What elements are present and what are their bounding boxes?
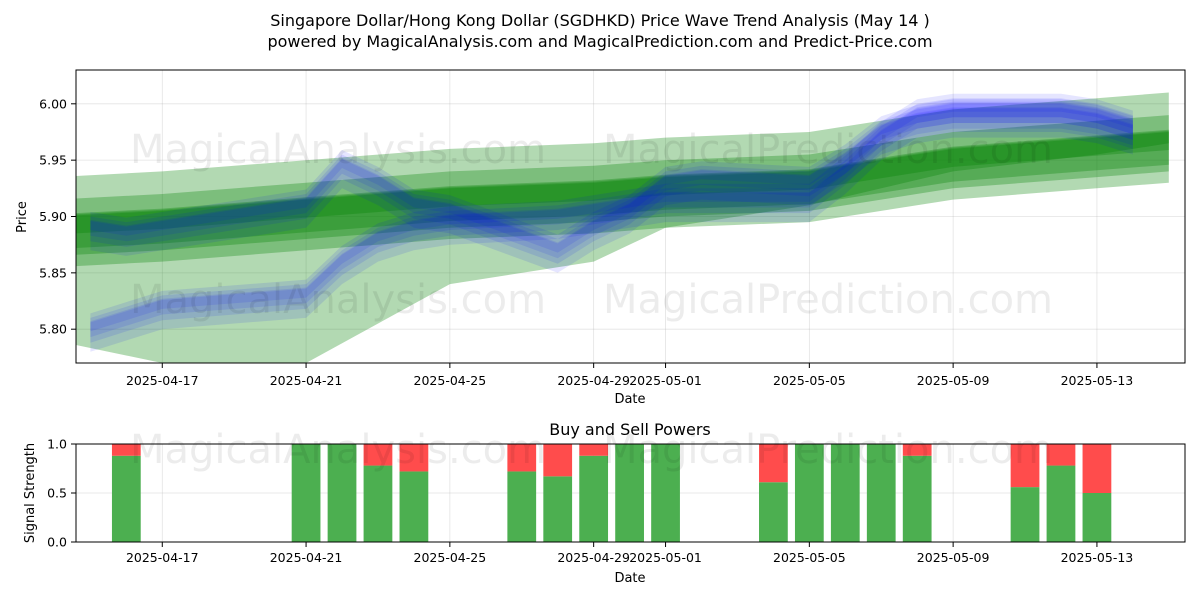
price-x-tick-label: 2025-05-09 (917, 373, 990, 388)
signal-y-ticks: 0.0 0.5 1.0 (47, 437, 76, 550)
watermark-analysis-top: MagicalAnalysis.com (130, 127, 546, 173)
price-y-ticks: 5.80 5.85 5.90 5.95 6.00 (39, 96, 76, 337)
price-y-tick-label: 5.95 (39, 153, 67, 168)
watermark-prediction-top: MagicalPrediction.com (603, 127, 1053, 173)
buy-bar (363, 465, 393, 542)
blue-wave-band (90, 108, 1133, 264)
sell-bar (111, 444, 141, 456)
green-wave-band (76, 92, 1169, 267)
buy-bar (902, 455, 932, 542)
green-wave-envelope (76, 129, 1169, 363)
price-x-tick-label: 2025-04-29 (557, 373, 630, 388)
buy-bar (615, 444, 644, 542)
price-x-ticks: 2025-04-17 2025-04-21 2025-04-25 2025-04-29… (126, 363, 1133, 388)
price-waves (76, 92, 1169, 363)
price-x-tick-label: 2025-05-05 (773, 373, 846, 388)
price-panel: 2025-04-17 2025-04-21 2025-04-25 2025-04-29… (15, 69, 1186, 407)
buy-bar (1010, 487, 1040, 542)
watermark-analysis-mid: MagicalAnalysis.com (130, 277, 546, 323)
price-x-tick-label: 2025-04-25 (414, 373, 487, 388)
buy-bar (794, 444, 824, 542)
signal-x-tick-label: 2025-04-29 (557, 550, 630, 565)
blue-wave-band (90, 103, 1133, 253)
price-x-axis-label: Date (614, 392, 645, 407)
buy-bar (507, 471, 537, 542)
price-y-tick-label: 5.80 (39, 322, 67, 337)
sell-bar (579, 444, 609, 456)
price-x-tick-label: 2025-05-01 (629, 373, 702, 388)
buy-bar (830, 444, 860, 542)
price-y-axis-label: Price (15, 201, 30, 233)
buy-bar (866, 444, 896, 542)
signal-y-tick-label: 1.0 (47, 437, 67, 452)
signal-y-tick-label: 0.0 (47, 535, 67, 550)
watermark-analysis-bottom: MagicalAnalysis.com (130, 427, 546, 473)
signal-x-tick-label: 2025-04-17 (126, 550, 199, 565)
chart-title-line2: powered by MagicalAnalysis.com and Magic… (267, 32, 932, 51)
blue-wave-band (90, 107, 1133, 259)
signal-x-tick-label: 2025-05-13 (1061, 550, 1134, 565)
green-wave-band (76, 130, 1169, 249)
signal-panel: Buy and Sell Powers 2025-04-17 2025-04-21… (23, 420, 1186, 586)
signal-x-tick-label: 2025-05-09 (917, 550, 990, 565)
signal-x-tick-label: 2025-05-01 (629, 550, 702, 565)
signal-panel-title: Buy and Sell Powers (549, 420, 711, 439)
buy-bar (327, 444, 357, 542)
sell-bar (543, 444, 573, 477)
signal-x-tick-label: 2025-04-21 (270, 550, 343, 565)
sell-bar (363, 444, 393, 466)
price-y-tick-label: 5.90 (39, 209, 67, 224)
signal-y-tick-label: 0.5 (47, 486, 67, 501)
sell-bar (902, 444, 932, 456)
buy-bar (291, 444, 321, 542)
price-y-tick-label: 6.00 (39, 96, 67, 111)
signal-x-tick-label: 2025-05-05 (773, 550, 846, 565)
chart-title-line1: Singapore Dollar/Hong Kong Dollar (SGDHK… (270, 11, 930, 30)
buy-bar (651, 444, 680, 542)
signal-x-axis-label: Date (614, 571, 645, 586)
sell-bar (507, 444, 537, 472)
price-x-tick-label: 2025-04-21 (270, 373, 343, 388)
watermark-prediction-bottom: MagicalPrediction.com (603, 427, 1053, 473)
signal-bars (111, 444, 1112, 542)
sell-bar (1010, 444, 1040, 488)
price-gridlines (76, 70, 1185, 363)
signal-x-tick-label: 2025-04-25 (414, 550, 487, 565)
buy-bar (1082, 493, 1112, 542)
price-x-tick-label: 2025-05-13 (1061, 373, 1134, 388)
buy-bar (759, 482, 788, 542)
buy-bar (111, 455, 141, 542)
signal-y-axis-label: Signal Strength (23, 443, 38, 543)
buy-bar (579, 455, 609, 542)
sell-bar (1082, 444, 1112, 493)
watermark-prediction-mid: MagicalPrediction.com (603, 277, 1053, 323)
sell-bar (759, 444, 788, 483)
green-wave-band (76, 115, 1169, 255)
buy-bar (1046, 465, 1076, 542)
price-x-tick-label: 2025-04-17 (126, 373, 199, 388)
blue-wave-band (90, 104, 1133, 352)
buy-bar (399, 471, 429, 542)
sell-bar (399, 444, 429, 472)
signal-x-ticks: 2025-04-17 2025-04-21 2025-04-25 2025-04-29… (126, 542, 1133, 565)
price-y-tick-label: 5.85 (39, 265, 67, 280)
sell-bar (1046, 444, 1076, 466)
green-wave-band (76, 132, 1169, 234)
buy-bar (543, 476, 573, 542)
blue-wave-band (90, 110, 1133, 273)
